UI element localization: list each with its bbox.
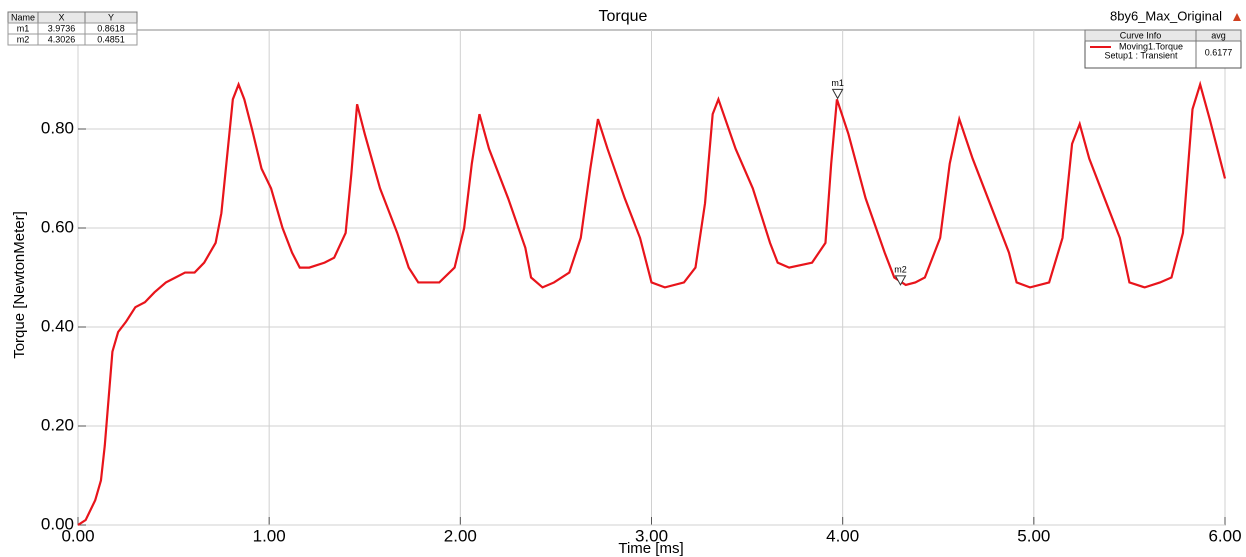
legend-setup: Setup1 : Transient [1104,50,1178,60]
chart-subtitle: 8by6_Max_Original [1110,8,1222,23]
table-header: Name [11,12,35,22]
collapse-icon[interactable] [1233,13,1241,21]
x-tick-label: 0.00 [61,526,94,545]
x-axis-label: Time [ms] [618,540,683,557]
table-value: 4.3026 [48,34,76,44]
marker-label: m1 [831,78,844,88]
y-tick-label: 0.60 [41,217,74,236]
series-line [77,80,1227,526]
x-tick-label: 6.00 [1208,526,1241,545]
x-tick-label: 5.00 [1017,526,1050,545]
x-tick-label: 2.00 [444,526,477,545]
x-tick-label: 1.00 [253,526,286,545]
table-cell [84,33,138,46]
table-value: 0.8618 [97,23,125,33]
chart-title: Torque [599,8,648,25]
legend-header-text: avg [1211,30,1226,40]
table-header: Y [108,12,114,22]
x-tick-label: 4.00 [826,526,859,545]
marker-triangle [831,88,844,100]
table-value: 3.9736 [48,23,76,33]
legend-header-text: Curve Info [1120,30,1162,40]
table-value: m1 [17,23,30,33]
table-header: X [58,12,64,22]
y-tick-label: 0.00 [41,514,74,533]
legend-header [1084,29,1242,42]
marker-label: m2 [894,264,907,274]
x-tick-label: 3.00 [635,526,668,545]
table-value: 0.4851 [97,34,125,44]
table-value: m2 [17,34,30,44]
y-tick-label: 0.80 [41,118,74,137]
legend-avg: 0.6177 [1205,47,1233,57]
y-tick-label: 0.40 [41,316,74,335]
y-axis-label: Torque [NewtonMeter] [11,211,28,359]
y-tick-label: 0.20 [41,415,74,434]
legend-entry: Moving1.Torque [1119,41,1183,51]
marker-triangle [894,275,907,286]
